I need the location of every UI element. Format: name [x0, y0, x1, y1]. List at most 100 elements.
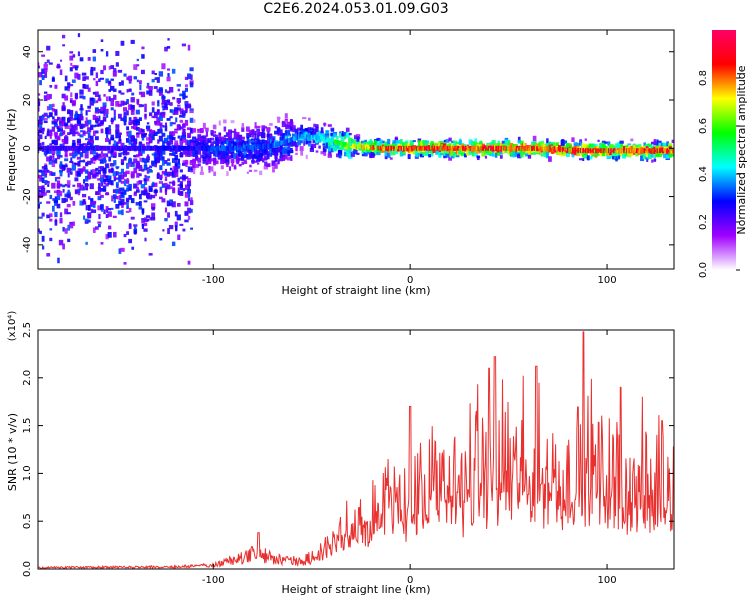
- spectrogram-cell: [100, 39, 104, 42]
- spectrogram-cell: [235, 154, 240, 160]
- spectrogram-ridge-cell: [671, 148, 674, 154]
- spectrogram-cell: [51, 150, 56, 154]
- colorbar-tick-label: 0.0: [698, 262, 709, 278]
- spectrogram-ridge-cell: [451, 145, 455, 151]
- spectrogram-cell: [133, 138, 138, 145]
- spectrogram-cell: [43, 64, 48, 67]
- spectrogram-cell: [145, 193, 151, 198]
- spectrogram-cell: [207, 155, 212, 161]
- spectrogram-cell: [143, 158, 148, 164]
- spectrogram-cell: [194, 138, 199, 143]
- spectrogram-cell: [194, 156, 199, 159]
- spectrogram-cell: [384, 151, 388, 157]
- spectrogram-ridge-cell: [118, 145, 122, 151]
- spectrogram-ridge-cell: [157, 145, 160, 151]
- spectrogram-cell: [266, 151, 270, 156]
- spectrogram-cell: [295, 152, 298, 155]
- spectrogram-ridge-cell: [456, 145, 460, 151]
- spectrogram-ridge-cell: [111, 145, 114, 151]
- spectrogram-cell: [97, 169, 101, 175]
- spectrogram-ridge-cell: [100, 145, 104, 151]
- spectrogram-cell: [607, 141, 611, 146]
- spectrogram-cell: [222, 158, 228, 163]
- spectrogram-ridge-cell: [95, 145, 99, 151]
- spectrogram-cell: [597, 153, 601, 156]
- spectrogram-cell: [85, 185, 88, 189]
- spectrogram-cell: [81, 201, 87, 205]
- spectrogram-cell: [126, 99, 129, 105]
- spectrogram-cell: [141, 143, 145, 147]
- spectrogram-cell: [100, 151, 104, 154]
- spectrogram-cell: [157, 139, 160, 144]
- spectrogram-cell: [51, 120, 56, 125]
- spectrogram-cell: [249, 134, 252, 138]
- spectrogram-cell: [205, 154, 209, 158]
- spectrogram-cell: [376, 137, 381, 141]
- spectrogram-cell: [48, 161, 53, 165]
- spectrogram-cell: [43, 68, 48, 73]
- spectrogram-cell: [89, 143, 94, 147]
- spectrogram-cell: [325, 134, 330, 140]
- spectrogram-cell: [39, 189, 43, 193]
- spectrogram-cell: [532, 135, 537, 141]
- spectrogram-cell: [184, 149, 189, 155]
- spectrogram-cell: [488, 147, 494, 154]
- spectrogram-cell: [162, 156, 165, 162]
- spectrogram-cell: [169, 131, 173, 136]
- spectrogram-cell: [379, 143, 383, 147]
- spectrogram-cell: [344, 153, 347, 157]
- spectrogram-cell: [151, 70, 155, 75]
- spectrogram-cell: [184, 219, 189, 223]
- spectrogram-cell: [255, 125, 261, 129]
- spectrogram-cell: [171, 201, 176, 208]
- spectrogram-cell: [193, 168, 196, 175]
- spectrogram-cell: [54, 196, 58, 199]
- spectrogram-cell: [46, 201, 51, 204]
- spectrogram-cell: [282, 137, 286, 141]
- spectrogram-cell: [627, 143, 632, 146]
- spectrogram-cell: [143, 228, 148, 232]
- spectrogram-cell: [190, 208, 193, 213]
- spectrogram-cell: [113, 231, 117, 238]
- spectrogram-cell: [158, 181, 163, 184]
- spectrogram-cell: [126, 76, 129, 81]
- spectrogram-cell: [110, 100, 115, 107]
- spectrogram-ridge-cell: [205, 145, 209, 151]
- spectrogram-cell: [279, 155, 283, 162]
- spectrogram-cell: [100, 153, 104, 160]
- spectrogram-cell: [218, 120, 221, 126]
- spectrogram-cell: [504, 150, 509, 153]
- spectrogram-cell: [128, 195, 132, 200]
- spectrogram-cell: [98, 115, 101, 122]
- spectrogram-ridge-cell: [308, 134, 311, 140]
- spectrogram-ridge-cell: [226, 145, 230, 151]
- spectrogram-cell: [54, 109, 58, 115]
- spectrogram-cell: [128, 104, 133, 110]
- spectrogram-cell: [267, 131, 270, 135]
- spectrogram-cell: [123, 202, 127, 205]
- spectrogram-cell: [164, 185, 168, 192]
- spectrogram-cell: [38, 216, 43, 219]
- spectrogram-ridge-cell: [500, 145, 503, 151]
- spectrogram-cell: [82, 130, 86, 135]
- spectrogram-cell: [46, 115, 50, 119]
- spectrogram-cell: [105, 128, 110, 135]
- spectrogram-cell: [100, 48, 104, 52]
- spectrogram-cell: [428, 154, 432, 158]
- spectrogram-cell: [134, 116, 137, 121]
- spectrogram-cell: [92, 49, 97, 53]
- spectrogram-cell: [582, 157, 585, 162]
- spectrogram-ridge-cell: [190, 145, 194, 151]
- spectrogram-cell: [79, 126, 84, 130]
- snr-xtick-label: -100: [202, 575, 225, 586]
- spectrogram-cell: [213, 157, 216, 163]
- spectrogram-cell: [144, 133, 147, 138]
- spectrogram-ridge-cell: [223, 145, 227, 151]
- spectrogram-cell: [110, 107, 114, 111]
- spectrogram-cell: [136, 58, 140, 62]
- spectrogram-cell: [349, 149, 352, 156]
- spectrogram-cell: [156, 89, 161, 93]
- spectrogram-ridge-cell: [523, 145, 526, 151]
- spectrogram-cell: [174, 140, 179, 146]
- spectrogram-ridge-cell: [144, 145, 148, 151]
